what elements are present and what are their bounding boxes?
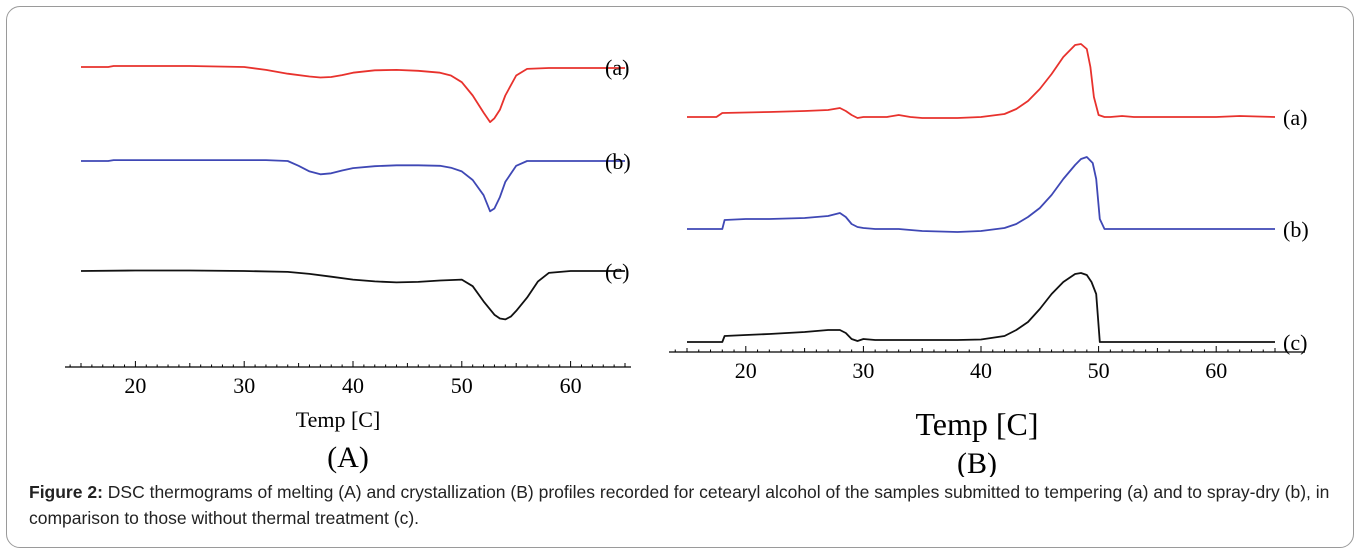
figure-plots: 20 30 40 50 60 Temp [C] (A) (a) (b) (c) 20 30 40 50 6…	[65, 43, 1309, 477]
series-line-b	[81, 159, 625, 213]
caption-text: DSC thermograms of melting (A) and cryst…	[29, 482, 1330, 528]
x-tick-label: 20	[124, 373, 146, 398]
x-axis-title: Temp [C]	[296, 407, 381, 432]
series-label: (b)	[1283, 217, 1309, 242]
x-tick-label: 40	[342, 373, 364, 398]
series-line-a	[81, 65, 625, 123]
x-tick-label: 40	[970, 358, 992, 383]
series-label: (c)	[605, 259, 629, 284]
panel-a: 20 30 40 50 60 Temp [C] (A) (a) (b) (c)	[65, 55, 631, 474]
series-label: (a)	[605, 55, 629, 80]
series-label: (c)	[1283, 330, 1307, 355]
series-line-c	[80, 269, 625, 321]
figure-frame: 20 30 40 50 60 Temp [C] (A) (a) (b) (c) 20 30 40 50 6…	[6, 6, 1354, 548]
x-tick-label: 30	[233, 373, 255, 398]
x-tick-label: 60	[1205, 358, 1227, 383]
series-label: (b)	[605, 149, 631, 174]
series-line-a	[687, 43, 1276, 119]
panel-b: 20 30 40 50 60 Temp [C] (B) (a) (b) (c)	[669, 43, 1309, 477]
figure-caption: Figure 2: DSC thermograms of melting (A)…	[29, 479, 1347, 531]
x-axis-title: Temp [C]	[915, 406, 1038, 442]
panel-label: (B)	[957, 447, 997, 477]
x-tick-label: 20	[735, 358, 757, 383]
caption-label: Figure 2:	[29, 482, 103, 502]
x-tick-label: 50	[1088, 358, 1110, 383]
panel-label: (A)	[327, 441, 369, 474]
x-tick-label: 60	[560, 373, 582, 398]
series-line-b	[687, 156, 1275, 233]
series-line-c	[687, 272, 1275, 343]
x-tick-label: 30	[852, 358, 874, 383]
series-label: (a)	[1283, 105, 1307, 130]
x-tick-label: 50	[451, 373, 473, 398]
